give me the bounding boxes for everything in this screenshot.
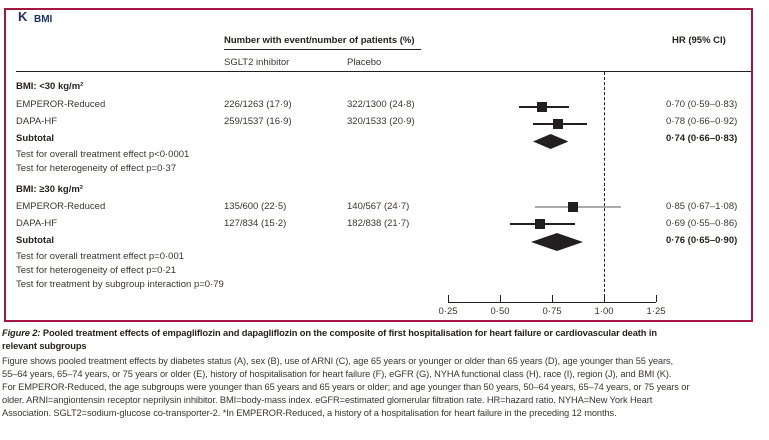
caption-body-line: older. ARNI=angiontensin receptor nepril… bbox=[2, 395, 653, 405]
axis-tick-label: 0·75 bbox=[542, 306, 562, 317]
test-note: Test for heterogeneity of effect p=0·37 bbox=[16, 163, 177, 174]
figure-border-box bbox=[4, 8, 753, 322]
point-estimate-square bbox=[536, 102, 547, 112]
row-sglt2: 259/1537 (16·9) bbox=[224, 116, 292, 127]
axis-tick-label: 1·00 bbox=[594, 306, 614, 317]
row-label: EMPEROR-Reduced bbox=[16, 99, 106, 110]
hr-column-header: HR (95% CI) bbox=[672, 35, 726, 46]
caption-figure-label: Figure 2: bbox=[2, 328, 41, 338]
row-placebo: 322/1300 (24·8) bbox=[347, 99, 415, 110]
row-hr: 0·85 (0·67–1·08) bbox=[666, 201, 738, 212]
column-group-header: Number with event/number of patients (%) bbox=[224, 35, 415, 46]
row-placebo: 182/838 (21·7) bbox=[347, 218, 410, 229]
column-header-sglt2: SGLT2 inhibitor bbox=[224, 57, 290, 68]
row-hr: 0·69 (0·55–0·86) bbox=[666, 218, 738, 229]
axis-tick bbox=[448, 295, 449, 302]
group-heading: BMI: ≥30 kg/m² bbox=[16, 184, 83, 195]
row-sglt2: 226/1263 (17·9) bbox=[224, 99, 292, 110]
row-placebo: 320/1533 (20·9) bbox=[347, 116, 415, 127]
caption-body-line: Association. SGLT2=sodium-glucose co-tra… bbox=[2, 408, 617, 418]
reference-line bbox=[604, 72, 605, 302]
x-axis-line bbox=[448, 302, 656, 303]
row-label: DAPA-HF bbox=[16, 218, 57, 229]
panel-title: BMI bbox=[34, 14, 53, 25]
row-placebo: 140/567 (24·7) bbox=[347, 201, 410, 212]
row-hr: 0·78 (0·66–0·92) bbox=[666, 116, 738, 127]
caption-title-line1: Figure 2: Pooled treatment effects of em… bbox=[2, 328, 657, 338]
subtotal-hr: 0·74 (0·66–0·83) bbox=[666, 133, 738, 144]
axis-tick bbox=[552, 295, 553, 302]
test-note: Test for overall treatment effect p=0·00… bbox=[16, 251, 185, 262]
test-note: Test for treatment by subgroup interacti… bbox=[16, 279, 224, 290]
column-header-placebo: Placebo bbox=[347, 57, 382, 68]
row-hr: 0·70 (0·59–0·83) bbox=[666, 99, 738, 110]
axis-tick bbox=[500, 295, 501, 302]
axis-tick-label: 0·50 bbox=[490, 306, 510, 317]
table-top-rule bbox=[16, 71, 751, 72]
axis-tick bbox=[604, 295, 605, 302]
row-label: DAPA-HF bbox=[16, 116, 57, 127]
ci-line bbox=[535, 206, 621, 208]
caption-body-line: For EMPEROR-Reduced, the age subgroups w… bbox=[2, 382, 690, 392]
caption-body-line: Figure shows pooled treatment effects by… bbox=[2, 356, 674, 366]
header-underline bbox=[224, 49, 421, 50]
point-estimate-square bbox=[553, 118, 564, 129]
axis-tick-label: 0·25 bbox=[438, 306, 458, 317]
row-label: EMPEROR-Reduced bbox=[16, 201, 106, 212]
test-note: Test for heterogeneity of effect p=0·21 bbox=[16, 265, 177, 276]
subtotal-label: Subtotal bbox=[16, 133, 54, 144]
row-sglt2: 135/600 (22·5) bbox=[224, 201, 287, 212]
point-estimate-square bbox=[534, 218, 545, 229]
subtotal-label: Subtotal bbox=[16, 235, 54, 246]
caption-title-line2: relevant subgroups bbox=[2, 341, 87, 351]
panel-letter: K bbox=[18, 9, 28, 24]
group-heading: BMI: <30 kg/m² bbox=[16, 81, 84, 92]
axis-tick-label: 1·25 bbox=[646, 306, 666, 317]
subtotal-diamond bbox=[533, 133, 569, 149]
subtotal-hr: 0·76 (0·65–0·90) bbox=[666, 235, 738, 246]
test-note: Test for overall treatment effect p<0·00… bbox=[16, 149, 190, 160]
caption-body-line: 55–64 years, 65–74 years, or 75 years or… bbox=[2, 369, 672, 379]
axis-tick bbox=[656, 295, 657, 302]
point-estimate-square bbox=[567, 202, 578, 212]
row-sglt2: 127/834 (15·2) bbox=[224, 218, 287, 229]
subtotal-diamond bbox=[531, 232, 584, 251]
